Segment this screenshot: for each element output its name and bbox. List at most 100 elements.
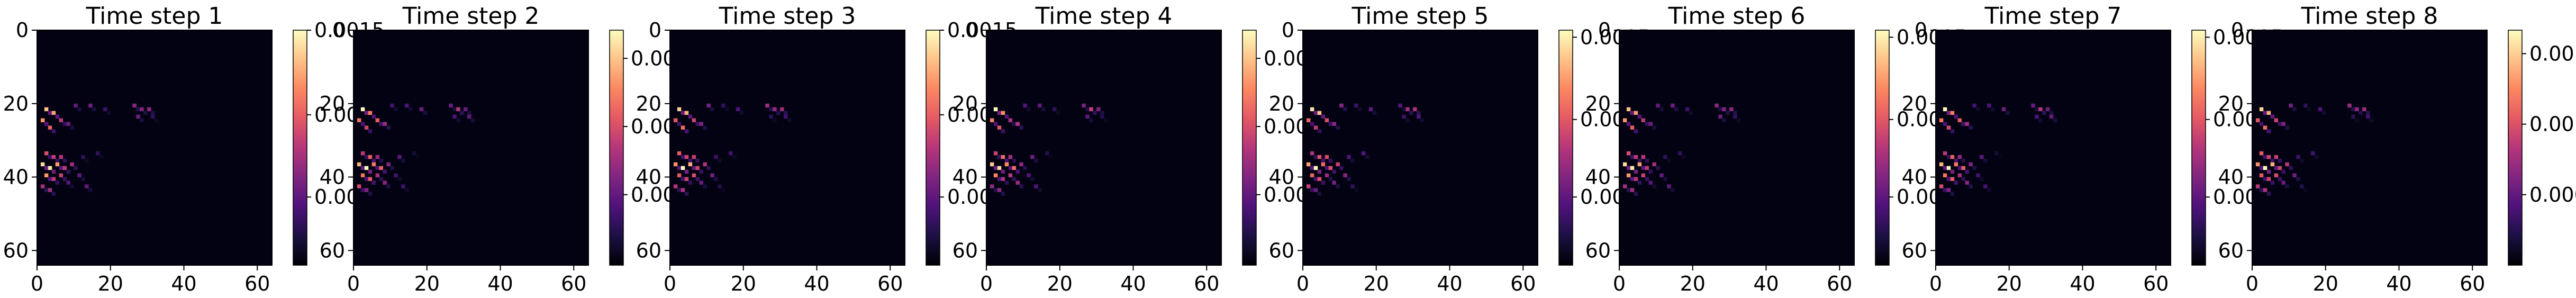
heatmap-cell <box>1321 114 1326 119</box>
heatmap-cell <box>2266 129 2271 133</box>
heatmap-cell <box>401 158 405 163</box>
y-tick-label: 0 <box>1915 19 1927 42</box>
x-tick-label: 60 <box>244 272 270 295</box>
heatmap-cell <box>1965 169 1969 174</box>
heatmap-cell <box>1641 155 1646 159</box>
heatmap-cell <box>2259 166 2264 170</box>
heatmap-cell <box>1645 158 1649 163</box>
heatmap-cell <box>695 122 700 126</box>
heatmap-cell <box>151 114 155 119</box>
heatmap-cell <box>1671 188 1675 192</box>
heatmap-cell <box>48 111 52 115</box>
heatmap-cell <box>456 118 460 122</box>
heatmap-cell <box>59 166 64 170</box>
heatmap-cell <box>44 107 49 112</box>
heatmap-cell <box>2278 177 2282 181</box>
heatmap-cell <box>143 111 148 115</box>
heatmap-cell <box>2255 162 2260 167</box>
heatmap-cell <box>714 177 718 181</box>
heatmap-cell <box>1347 177 1351 181</box>
heatmap-cells <box>1622 103 1741 196</box>
colorbar <box>1558 30 1573 266</box>
heatmap-cell <box>1104 118 1108 122</box>
y-tick-label: 60 <box>2218 239 2244 262</box>
heatmap-cell <box>81 177 85 181</box>
heatmap-cell <box>1737 118 1741 122</box>
heatmap-cell <box>1310 107 1314 112</box>
heatmap-cell <box>2366 114 2370 119</box>
heatmap-cell <box>1048 155 1053 159</box>
heatmap-cell <box>386 125 391 130</box>
heatmap-cell <box>1001 129 1005 133</box>
x-tick-label: 0 <box>980 272 993 295</box>
heatmap-cell <box>1368 107 1373 112</box>
heatmap-cell <box>1019 184 1023 188</box>
colorbar-tick-label: 0.0010 <box>2529 113 2576 136</box>
heatmap-cell <box>710 107 714 112</box>
heatmap-cell <box>1093 111 1097 115</box>
heatmap-cell <box>2263 125 2267 130</box>
heatmap-cell <box>1030 177 1035 181</box>
heatmap-cell <box>1626 166 1631 170</box>
heatmap-cell <box>1038 103 1042 108</box>
heatmap-cell <box>155 118 159 122</box>
y-tick-label: 0 <box>1282 19 1294 42</box>
x-tick-label: 20 <box>1364 272 1389 295</box>
heatmap-cell <box>70 125 74 130</box>
heatmap-cell <box>681 111 685 115</box>
heatmap-cell <box>1420 118 1425 122</box>
heatmap-cell <box>1634 192 1638 196</box>
heatmap-cell <box>92 107 96 112</box>
heatmap-background <box>353 30 588 265</box>
heatmap-cell <box>684 155 689 159</box>
heatmap-cell <box>467 111 471 115</box>
heatmap-cell <box>66 169 70 174</box>
heatmap-cell <box>103 107 107 112</box>
panel-6: Time step 60 20 40 6002040600.00150.00100.0… <box>1585 3 1967 295</box>
heatmap-cell <box>136 114 140 119</box>
panel-title: Time step 8 <box>2301 3 2438 30</box>
heatmap-cell <box>379 177 383 181</box>
x-tick-label: 0 <box>2246 272 2258 295</box>
heatmap-cell <box>1332 180 1336 185</box>
heatmap-cell <box>77 173 81 177</box>
heatmap-cell <box>699 169 703 174</box>
heatmap-cell <box>1398 103 1402 108</box>
heatmap-cell <box>1012 177 1016 181</box>
heatmap-cell <box>44 188 49 192</box>
heatmap-cell <box>1056 111 1060 115</box>
heatmap-cell <box>368 111 373 115</box>
heatmap-cell <box>1015 122 1020 126</box>
heatmap-cell <box>1957 173 1962 177</box>
heatmap-cell <box>371 180 376 185</box>
heatmap-cell <box>48 125 52 130</box>
heatmap-cell <box>1946 125 1951 130</box>
heatmap-cell <box>1626 188 1631 192</box>
heatmap-cell <box>368 177 373 181</box>
heatmap-cell <box>409 107 413 112</box>
heatmap-cell <box>77 107 81 112</box>
heatmap-cell <box>2307 107 2311 112</box>
heatmap-cell <box>151 111 155 115</box>
heatmap-cell <box>1943 151 1947 156</box>
heatmap-cell <box>692 155 696 159</box>
heatmap-cell <box>1957 118 1962 122</box>
heatmap-background <box>1619 30 1854 265</box>
heatmap-cell <box>1310 122 1314 126</box>
y-tick-label: 0 <box>1598 19 1611 42</box>
heatmap-cell <box>368 155 373 159</box>
heatmap-cell <box>769 114 773 119</box>
heatmap-cell <box>371 158 376 163</box>
heatmap-cell <box>1630 155 1635 159</box>
panel-7: Time step 70 20 40 6002040600.00150.00100.0… <box>1902 3 2283 295</box>
heatmap-cell <box>993 151 998 156</box>
heatmap-cell <box>383 122 387 126</box>
heatmap-cell <box>1729 107 1734 112</box>
heatmap-cell <box>2266 192 2271 196</box>
heatmap-cell <box>2321 111 2326 115</box>
heatmap-cell <box>2285 125 2289 130</box>
heatmap-cell <box>44 166 49 170</box>
heatmap-cell <box>452 107 457 112</box>
heatmap-cell <box>780 107 784 112</box>
